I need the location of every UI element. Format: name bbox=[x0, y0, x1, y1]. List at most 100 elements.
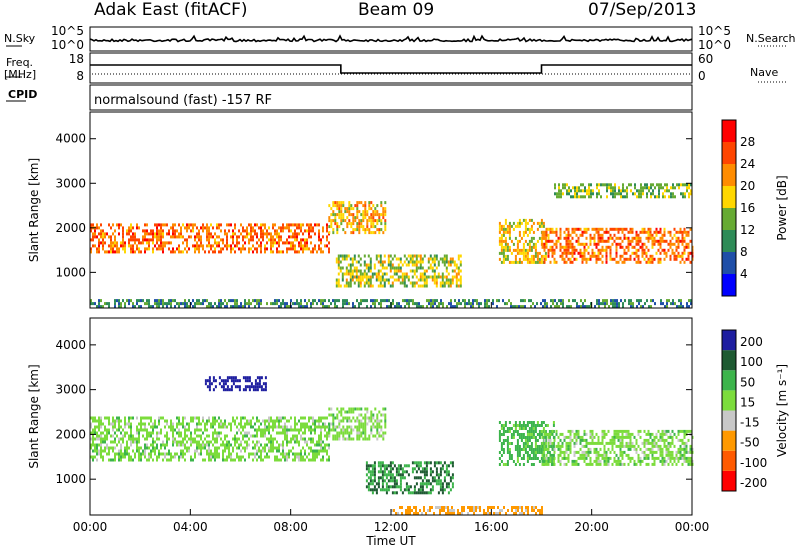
velocity-cell-3 bbox=[506, 460, 509, 463]
velocity-cell-0 bbox=[104, 425, 106, 429]
power-cell-6 bbox=[338, 299, 340, 303]
power-cell-4 bbox=[611, 257, 614, 261]
velocity-cell-4 bbox=[621, 453, 624, 457]
power-cell-0 bbox=[132, 250, 134, 254]
power-cell-0 bbox=[186, 226, 188, 230]
velocity-cell-0 bbox=[190, 455, 192, 459]
power-cell-2 bbox=[431, 269, 434, 273]
power-cell-2 bbox=[349, 269, 352, 273]
power-cell-0 bbox=[284, 226, 286, 230]
power-cell-0 bbox=[90, 247, 92, 251]
power-cell-6 bbox=[148, 299, 150, 303]
power-cell-0 bbox=[152, 235, 154, 239]
power-cell-3 bbox=[532, 260, 535, 264]
power-cell-3 bbox=[518, 257, 521, 261]
velocity-cell-0 bbox=[326, 443, 328, 447]
power-cell-6 bbox=[580, 299, 582, 303]
velocity-cell-0 bbox=[162, 458, 164, 462]
power-cell-2 bbox=[371, 284, 374, 288]
velocity-cell-4 bbox=[631, 441, 634, 445]
velocity-cell-0 bbox=[312, 440, 314, 444]
power-cell-4 bbox=[573, 227, 576, 231]
power-cell-4 bbox=[637, 233, 640, 237]
velocity-cell-0 bbox=[136, 446, 138, 450]
velocity-cell-0 bbox=[246, 419, 248, 423]
power-cell-6 bbox=[132, 305, 134, 309]
power-cell-2 bbox=[353, 281, 356, 285]
power-cell-6 bbox=[438, 305, 440, 309]
power-cell-4 bbox=[649, 233, 652, 237]
velocity-cell-3 bbox=[552, 421, 555, 424]
velocity-cell-0 bbox=[312, 452, 314, 456]
velocity-cell-0 bbox=[264, 455, 266, 459]
power-cell-0 bbox=[238, 241, 240, 245]
velocity-cell-4 bbox=[545, 456, 548, 460]
velocity-cell-5 bbox=[262, 388, 265, 392]
velocity-cell-4 bbox=[547, 432, 550, 436]
power-cell-0 bbox=[310, 229, 312, 233]
power-cell-0 bbox=[132, 238, 134, 242]
power-cell-2 bbox=[423, 275, 426, 279]
velocity-cell-4 bbox=[623, 435, 626, 439]
power-cell-5 bbox=[600, 195, 602, 199]
power-cell-2 bbox=[335, 260, 338, 264]
power-cell-1 bbox=[358, 225, 361, 229]
velocity-cell-0 bbox=[96, 446, 98, 450]
power-cell-5 bbox=[596, 192, 598, 196]
velocity-cell-1 bbox=[340, 407, 343, 411]
power-cell-6 bbox=[456, 305, 458, 309]
power-cell-4 bbox=[615, 245, 618, 249]
power-cell-6 bbox=[334, 299, 336, 303]
power-cell-6 bbox=[140, 299, 142, 303]
power-cell-3 bbox=[520, 248, 523, 252]
power-cell-6 bbox=[232, 299, 234, 303]
velocity-cell-1 bbox=[374, 425, 377, 429]
velocity-cell-0 bbox=[284, 416, 286, 420]
power-cell-1 bbox=[364, 228, 367, 232]
velocity-cell-0 bbox=[246, 431, 248, 435]
velocity-cell-2 bbox=[431, 479, 434, 483]
velocity-cell-1 bbox=[350, 407, 353, 411]
power-cell-3 bbox=[516, 224, 519, 228]
velocity-cell-3 bbox=[542, 451, 545, 454]
velocity-cell-0 bbox=[130, 434, 132, 438]
power-cell-0 bbox=[296, 250, 298, 254]
velocity-cell-0 bbox=[164, 443, 166, 447]
power-cell-0 bbox=[280, 238, 282, 242]
velocity-cell-0 bbox=[314, 425, 316, 429]
velocity-cell-0 bbox=[92, 419, 94, 423]
power-cell-6 bbox=[432, 305, 434, 309]
power-cell-4 bbox=[681, 257, 684, 261]
velocity-cell-0 bbox=[264, 419, 266, 423]
velocity-cell-0 bbox=[182, 449, 184, 453]
velocity-cell-0 bbox=[208, 419, 210, 423]
power-cell-2 bbox=[349, 266, 352, 270]
power-cell-0 bbox=[318, 247, 320, 251]
power-cell-6 bbox=[158, 305, 160, 309]
power-cell-2 bbox=[411, 257, 414, 261]
power-cell-6 bbox=[466, 302, 468, 306]
power-cell-0 bbox=[158, 229, 160, 233]
power-cell-6 bbox=[464, 299, 466, 303]
velocity-cell-6 bbox=[513, 506, 515, 509]
power-cell-5 bbox=[584, 189, 586, 193]
power-cell-5 bbox=[572, 186, 574, 190]
velocity-cell-0 bbox=[190, 416, 192, 420]
velocity-cell-5 bbox=[214, 379, 217, 383]
power-cell-6 bbox=[232, 305, 234, 309]
velocity-cell-4 bbox=[593, 441, 596, 445]
velocity-cell-0 bbox=[114, 425, 116, 429]
power-cell-0 bbox=[148, 232, 150, 236]
power-cell-3 bbox=[534, 260, 537, 264]
power-cell-0 bbox=[304, 229, 306, 233]
power-cell-5 bbox=[654, 186, 656, 190]
power-cell-0 bbox=[248, 241, 250, 245]
velocity-cell-0 bbox=[258, 425, 260, 429]
power-cell-0 bbox=[100, 229, 102, 233]
velocity-cell-2 bbox=[419, 488, 422, 492]
power-cell-0 bbox=[256, 247, 258, 251]
power-cell-4 bbox=[571, 254, 574, 258]
velocity-cell-3 bbox=[540, 451, 543, 454]
velocity-cell-0 bbox=[260, 455, 262, 459]
